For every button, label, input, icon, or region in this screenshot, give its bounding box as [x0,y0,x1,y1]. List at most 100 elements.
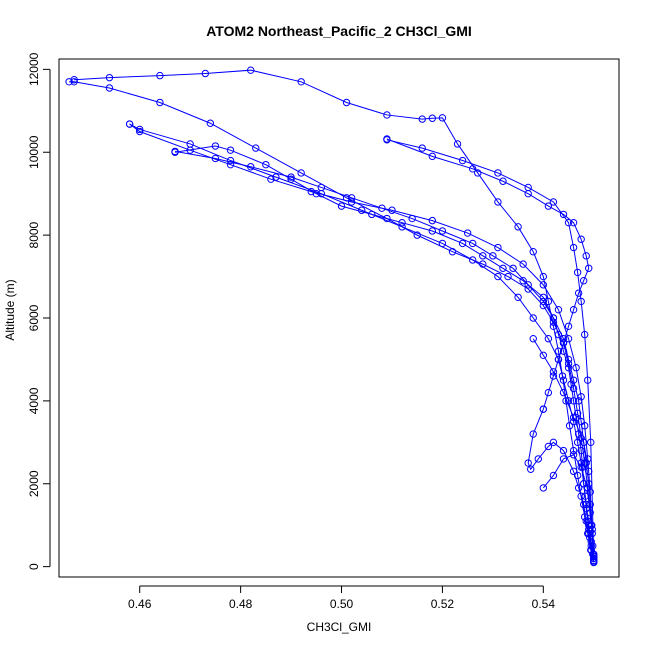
y-tick-label: 8000 [27,221,41,248]
data-point [539,351,548,359]
data-point [428,114,437,122]
data-point [494,198,502,206]
series-line [174,150,595,562]
data-point [388,206,396,214]
data-point [342,98,351,107]
axes-layer: 0.46 0.48 0.50 0.52 0.54 0 2000 4000 6000 8000 100… [27,52,555,611]
data-point [585,467,593,476]
data-point [549,368,558,376]
data-point [564,359,573,368]
data-point [569,446,578,455]
data-point [554,355,563,364]
data-point [463,229,472,237]
data-point [383,135,391,143]
data-point [569,384,578,393]
data-point [418,115,426,123]
data-point [509,264,517,272]
data-point [569,376,578,384]
data-point [554,306,563,314]
data-point [156,71,164,80]
y-tick-label: 6000 [27,304,41,331]
series [539,451,598,560]
data-point [398,218,406,227]
x-tick-label: 0.54 [532,597,556,611]
data-point [514,293,522,301]
data-point [572,364,580,372]
series [524,405,598,565]
chart-title: ATOM2 Northeast_Pacific_2 CH3Cl_GMI [206,23,472,39]
x-tick-label: 0.46 [128,597,152,611]
data-point [448,248,457,256]
y-tick-label: 4000 [27,387,41,414]
data-point [499,177,507,185]
data-point [514,223,522,231]
data-point [573,409,582,418]
data-point [565,422,574,430]
data-point [559,455,568,463]
data-point [577,492,585,500]
data-point [587,546,595,554]
data-point [226,146,235,154]
data-point [479,252,487,260]
data-point [529,430,537,438]
data-point [494,243,502,252]
data-point [544,335,553,343]
data-point [573,268,582,277]
series [171,147,598,566]
series-line [174,145,595,561]
data-point [559,210,568,219]
data-point [587,438,595,447]
data-point [105,84,114,92]
data-point [468,165,477,173]
data-point [559,388,568,397]
plot-frame [58,58,620,578]
y-tick-label: 12000 [27,52,41,86]
data-point [564,335,573,343]
data-point [171,148,179,156]
data-point [458,239,467,248]
data-point [468,239,477,248]
data-point [579,438,588,447]
data-point [524,189,532,198]
series-line [129,123,595,557]
data-point [539,484,548,492]
data-point [252,144,260,152]
data-point [587,521,595,529]
data-point [569,397,578,405]
data-point [577,235,585,243]
x-axis-label: CH3Cl_GMI [307,620,372,634]
data-point [347,194,356,202]
data-point [587,538,595,546]
data-point [297,169,305,177]
data-point [201,69,210,78]
data-point [539,281,548,289]
data-point [569,451,578,459]
data-point [186,146,194,154]
data-point [549,471,558,480]
data-point [559,339,568,347]
series [529,335,593,476]
data-point [247,66,255,74]
series-line [386,139,595,559]
data-point [569,413,578,422]
data-point [564,218,573,227]
series-line [74,69,595,563]
series [171,142,598,565]
data-point [489,252,497,260]
data-point [590,552,598,560]
data-point [549,198,558,206]
series-line [532,338,590,472]
data-point [582,252,590,260]
data-point [549,438,558,447]
data-point [539,293,548,301]
data-point [580,330,589,339]
y-tick-label: 0 [27,563,41,570]
series-layer [65,66,598,567]
data-point [549,322,558,330]
data-point [569,218,578,227]
data-point [527,465,535,473]
data-point [582,517,590,525]
y-tick-label: 2000 [27,470,41,497]
data-point [590,556,598,565]
series [70,66,598,567]
